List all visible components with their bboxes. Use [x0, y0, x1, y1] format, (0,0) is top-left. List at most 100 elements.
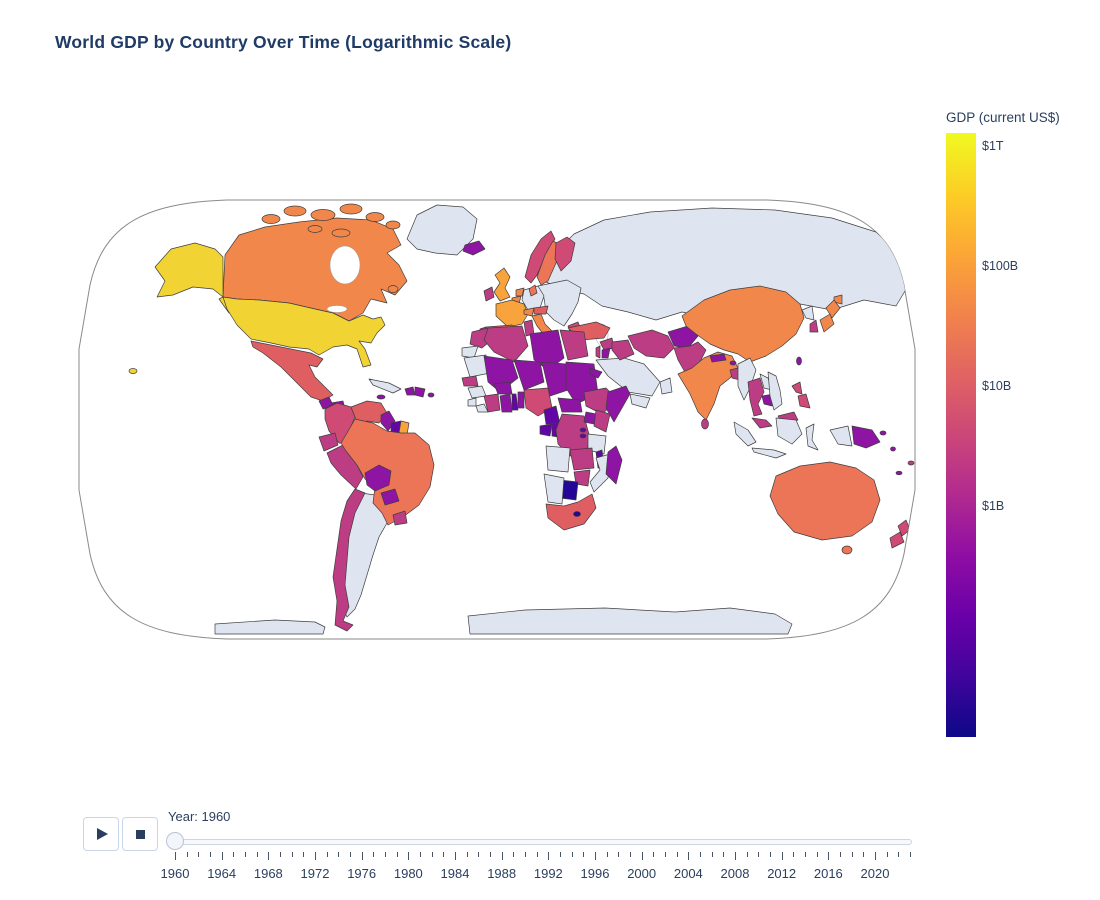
country-gabon[interactable] [539, 423, 553, 437]
country-ireland[interactable] [483, 286, 495, 302]
country-sri-lanka[interactable] [701, 418, 709, 430]
country-niger[interactable] [513, 359, 545, 391]
slider-handle[interactable] [166, 832, 184, 850]
slider-tick [443, 852, 445, 857]
slider-tick-label: 1960 [160, 866, 190, 881]
country-united-states[interactable] [222, 296, 386, 368]
country-chile[interactable] [332, 488, 366, 632]
colorbar-tick-label: $1B [982, 499, 1005, 513]
slider-tick [653, 852, 655, 857]
country-denmark[interactable] [528, 284, 538, 297]
country-egypt[interactable] [559, 329, 589, 361]
country-bolivia[interactable] [364, 464, 392, 492]
slider-tick [315, 852, 316, 860]
country-philippines[interactable] [791, 381, 803, 395]
slider-tick [595, 852, 596, 860]
country-algeria[interactable] [483, 325, 529, 363]
country-tanzania [587, 433, 607, 455]
country-burundi[interactable] [579, 433, 587, 439]
country-austria[interactable] [533, 305, 549, 315]
country-somalia[interactable] [605, 385, 631, 423]
slider-tick [338, 852, 340, 857]
country-bhutan[interactable] [729, 360, 737, 366]
country-ecuador[interactable] [318, 432, 339, 452]
slider-tick [910, 852, 911, 857]
country-australia[interactable] [769, 461, 881, 541]
country-hawaii[interactable] [128, 368, 138, 374]
slider-tick [548, 852, 550, 860]
country-zambia[interactable] [569, 447, 595, 471]
country-canada-island[interactable] [385, 220, 401, 230]
country-puerto-rico[interactable] [427, 392, 435, 398]
country-iraq[interactable] [611, 339, 635, 361]
country-france[interactable] [495, 299, 529, 328]
country-india[interactable] [677, 351, 739, 421]
slider-tick [583, 852, 585, 857]
country-iran[interactable] [627, 329, 675, 359]
country-yemen [629, 393, 651, 409]
country-uruguay[interactable] [392, 510, 408, 526]
country-fiji[interactable] [907, 460, 915, 466]
country-philippines[interactable] [797, 393, 811, 409]
country-jordan[interactable] [601, 347, 611, 359]
country-benin[interactable] [517, 391, 525, 409]
country-senegal[interactable] [461, 375, 479, 387]
page-title: World GDP by Country Over Time (Logarith… [55, 32, 512, 52]
country-canada-island[interactable] [365, 212, 385, 222]
country-canada-island[interactable] [261, 214, 281, 224]
country-antarctica [467, 607, 793, 635]
country-iceland[interactable] [462, 240, 486, 256]
country-afghanistan[interactable] [667, 325, 699, 349]
great-lakes [326, 305, 348, 313]
country-madagascar[interactable] [605, 445, 623, 485]
country-thailand[interactable] [747, 377, 765, 417]
country-netherlands[interactable] [515, 287, 525, 297]
country-ivory-coast[interactable] [483, 393, 501, 413]
country-dominican-republic[interactable] [414, 386, 426, 398]
country-papua-new-guinea[interactable] [851, 425, 881, 449]
country-finland[interactable] [554, 236, 576, 272]
country-canada-island[interactable] [339, 203, 363, 215]
country-tasmania[interactable] [841, 545, 853, 555]
country-norway[interactable] [524, 230, 556, 284]
country-israel[interactable] [595, 345, 601, 359]
country-kenya[interactable] [593, 409, 611, 433]
country-canada-island[interactable] [283, 205, 307, 217]
country-china[interactable] [681, 285, 805, 363]
stop-button[interactable] [122, 817, 158, 851]
country-japan-kyushu[interactable] [819, 313, 835, 333]
country-jamaica[interactable] [376, 394, 386, 400]
country-malaysia[interactable] [751, 417, 773, 429]
country-canada-island[interactable] [387, 285, 399, 293]
country-png-island[interactable] [879, 430, 887, 436]
slider-tick [560, 852, 561, 857]
country-new-caledonia[interactable] [895, 470, 903, 476]
slider-tick [291, 852, 293, 857]
country-togo[interactable] [511, 393, 519, 411]
country-canada-island[interactable] [310, 209, 336, 221]
country-indonesia-java [751, 447, 787, 459]
country-eritrea[interactable] [589, 367, 603, 379]
country-taiwan[interactable] [796, 356, 802, 366]
country-south-korea[interactable] [809, 319, 819, 333]
country-central-african-republic[interactable] [557, 397, 583, 413]
country-paraguay[interactable] [380, 488, 400, 506]
country-alaska[interactable] [154, 242, 224, 298]
slider-tick [233, 852, 235, 857]
country-new-zealand-south[interactable] [889, 531, 905, 549]
country-lesotho[interactable] [573, 511, 581, 517]
country-ghana[interactable] [499, 393, 513, 413]
country-nepal[interactable] [709, 353, 727, 363]
country-mexico[interactable] [250, 340, 334, 402]
slider-track[interactable] [175, 839, 912, 845]
slider-tick [641, 852, 643, 860]
country-united-kingdom[interactable] [493, 267, 511, 302]
country-south-africa[interactable] [545, 493, 597, 531]
play-button[interactable] [83, 817, 119, 851]
country-solomon-islands[interactable] [890, 446, 896, 452]
country-rwanda[interactable] [579, 427, 587, 433]
country-canada-island[interactable] [331, 228, 351, 238]
country-indonesia-west-papua [829, 425, 853, 447]
country-canada-island[interactable] [307, 225, 323, 233]
